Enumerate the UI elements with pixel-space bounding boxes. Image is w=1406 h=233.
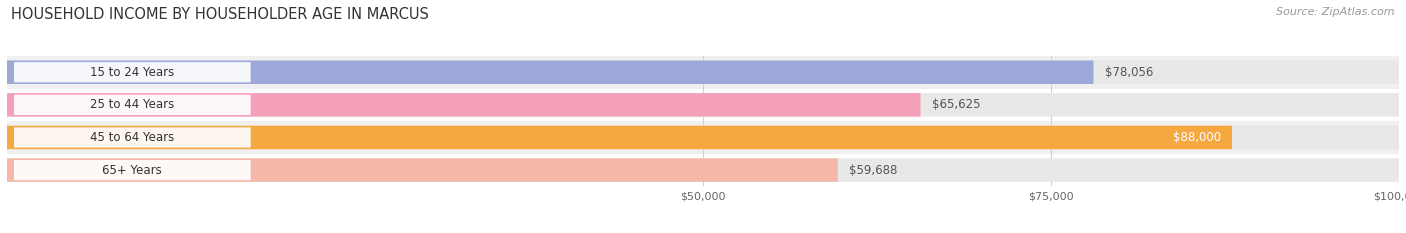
Bar [7,56,1399,89]
FancyBboxPatch shape [7,61,1399,84]
FancyBboxPatch shape [7,93,1399,116]
FancyBboxPatch shape [14,95,250,115]
FancyBboxPatch shape [14,62,250,82]
Text: 15 to 24 Years: 15 to 24 Years [90,66,174,79]
Text: Source: ZipAtlas.com: Source: ZipAtlas.com [1277,7,1395,17]
Text: $65,625: $65,625 [932,98,980,111]
Text: $59,688: $59,688 [849,164,897,177]
Text: $78,056: $78,056 [1105,66,1153,79]
FancyBboxPatch shape [14,127,250,147]
FancyBboxPatch shape [7,61,1094,84]
Text: $88,000: $88,000 [1173,131,1220,144]
FancyBboxPatch shape [14,160,250,180]
FancyBboxPatch shape [7,93,921,116]
FancyBboxPatch shape [7,158,838,182]
Bar [7,89,1399,121]
Bar [7,121,1399,154]
Bar [7,154,1399,186]
FancyBboxPatch shape [7,158,1399,182]
FancyBboxPatch shape [7,126,1399,149]
Text: 25 to 44 Years: 25 to 44 Years [90,98,174,111]
Text: HOUSEHOLD INCOME BY HOUSEHOLDER AGE IN MARCUS: HOUSEHOLD INCOME BY HOUSEHOLDER AGE IN M… [11,7,429,22]
FancyBboxPatch shape [7,126,1232,149]
Text: 45 to 64 Years: 45 to 64 Years [90,131,174,144]
Text: 65+ Years: 65+ Years [103,164,162,177]
